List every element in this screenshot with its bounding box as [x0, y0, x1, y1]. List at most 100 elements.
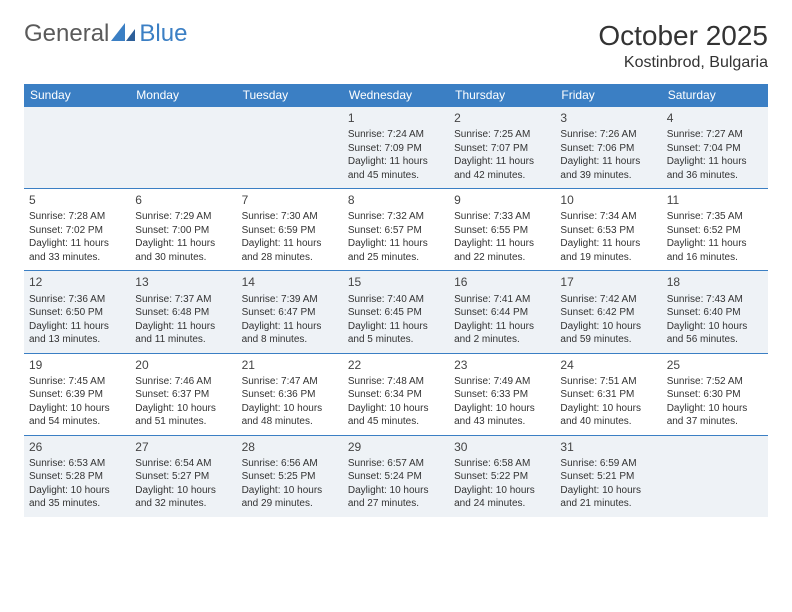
daylight-text: and 8 minutes.	[242, 333, 338, 347]
calendar-day-cell: 28Sunrise: 6:56 AMSunset: 5:25 PMDayligh…	[237, 435, 343, 517]
daylight-text: and 22 minutes.	[454, 251, 550, 265]
sunrise-text: Sunrise: 6:58 AM	[454, 457, 550, 471]
sunrise-text: Sunrise: 7:30 AM	[242, 210, 338, 224]
sunset-text: Sunset: 6:52 PM	[667, 224, 763, 238]
calendar-day-cell: 11Sunrise: 7:35 AMSunset: 6:52 PMDayligh…	[662, 189, 768, 271]
sunrise-text: Sunrise: 7:49 AM	[454, 375, 550, 389]
day-number: 2	[454, 110, 550, 126]
sunrise-text: Sunrise: 7:41 AM	[454, 293, 550, 307]
sunrise-text: Sunrise: 7:45 AM	[29, 375, 125, 389]
daylight-text: and 27 minutes.	[348, 497, 444, 511]
daylight-text: Daylight: 10 hours	[348, 484, 444, 498]
sunset-text: Sunset: 7:00 PM	[135, 224, 231, 238]
sunset-text: Sunset: 5:24 PM	[348, 470, 444, 484]
day-number: 12	[29, 274, 125, 290]
day-number: 27	[135, 439, 231, 455]
calendar-day-cell: 31Sunrise: 6:59 AMSunset: 5:21 PMDayligh…	[555, 435, 661, 517]
sunrise-text: Sunrise: 7:46 AM	[135, 375, 231, 389]
daylight-text: and 21 minutes.	[560, 497, 656, 511]
daylight-text: Daylight: 11 hours	[667, 237, 763, 251]
day-number: 7	[242, 192, 338, 208]
calendar-week-row: 12Sunrise: 7:36 AMSunset: 6:50 PMDayligh…	[24, 271, 768, 353]
day-number: 8	[348, 192, 444, 208]
calendar-day-cell	[237, 107, 343, 189]
sunset-text: Sunset: 5:27 PM	[135, 470, 231, 484]
daylight-text: and 28 minutes.	[242, 251, 338, 265]
day-number: 25	[667, 357, 763, 373]
calendar-day-cell	[130, 107, 236, 189]
day-number: 26	[29, 439, 125, 455]
calendar-day-cell: 19Sunrise: 7:45 AMSunset: 6:39 PMDayligh…	[24, 353, 130, 435]
day-header: Tuesday	[237, 84, 343, 107]
day-number: 30	[454, 439, 550, 455]
daylight-text: and 42 minutes.	[454, 169, 550, 183]
sunset-text: Sunset: 6:40 PM	[667, 306, 763, 320]
calendar-day-cell: 6Sunrise: 7:29 AMSunset: 7:00 PMDaylight…	[130, 189, 236, 271]
logo-text-blue: Blue	[139, 20, 187, 48]
sunset-text: Sunset: 6:57 PM	[348, 224, 444, 238]
sail-icon	[111, 21, 137, 48]
calendar-week-row: 1Sunrise: 7:24 AMSunset: 7:09 PMDaylight…	[24, 107, 768, 189]
calendar-week-row: 5Sunrise: 7:28 AMSunset: 7:02 PMDaylight…	[24, 189, 768, 271]
daylight-text: and 11 minutes.	[135, 333, 231, 347]
daylight-text: Daylight: 11 hours	[454, 237, 550, 251]
calendar-day-cell: 29Sunrise: 6:57 AMSunset: 5:24 PMDayligh…	[343, 435, 449, 517]
calendar-day-cell: 18Sunrise: 7:43 AMSunset: 6:40 PMDayligh…	[662, 271, 768, 353]
calendar-day-cell: 2Sunrise: 7:25 AMSunset: 7:07 PMDaylight…	[449, 107, 555, 189]
day-number: 21	[242, 357, 338, 373]
daylight-text: and 43 minutes.	[454, 415, 550, 429]
sunset-text: Sunset: 6:37 PM	[135, 388, 231, 402]
sunset-text: Sunset: 6:34 PM	[348, 388, 444, 402]
sunset-text: Sunset: 6:47 PM	[242, 306, 338, 320]
sunset-text: Sunset: 6:39 PM	[29, 388, 125, 402]
day-number: 18	[667, 274, 763, 290]
daylight-text: and 39 minutes.	[560, 169, 656, 183]
day-number: 4	[667, 110, 763, 126]
daylight-text: Daylight: 11 hours	[135, 320, 231, 334]
sunrise-text: Sunrise: 7:52 AM	[667, 375, 763, 389]
sunrise-text: Sunrise: 7:48 AM	[348, 375, 444, 389]
calendar-day-cell: 5Sunrise: 7:28 AMSunset: 7:02 PMDaylight…	[24, 189, 130, 271]
daylight-text: Daylight: 10 hours	[135, 484, 231, 498]
sunset-text: Sunset: 5:28 PM	[29, 470, 125, 484]
day-number: 31	[560, 439, 656, 455]
sunset-text: Sunset: 7:09 PM	[348, 142, 444, 156]
calendar-table: Sunday Monday Tuesday Wednesday Thursday…	[24, 84, 768, 517]
day-number: 5	[29, 192, 125, 208]
sunset-text: Sunset: 5:21 PM	[560, 470, 656, 484]
daylight-text: and 13 minutes.	[29, 333, 125, 347]
day-header: Thursday	[449, 84, 555, 107]
calendar-body: 1 Sunrise: 7:24 AMSunset: 7:09 PM Daylight…	[24, 107, 768, 517]
sunset-text: Sunset: 6:30 PM	[667, 388, 763, 402]
day-header: Monday	[130, 84, 236, 107]
day-number: 17	[560, 274, 656, 290]
sunrise-text: Sunrise: 6:56 AM	[242, 457, 338, 471]
sunset-text: Sunset: 6:33 PM	[454, 388, 550, 402]
sunrise-text: Sunrise: 7:40 AM	[348, 293, 444, 307]
daylight-text: Daylight: 10 hours	[667, 402, 763, 416]
day-number: 16	[454, 274, 550, 290]
sunrise-text: Sunrise: 7:37 AM	[135, 293, 231, 307]
sunrise-text: Sunrise: 7:29 AM	[135, 210, 231, 224]
calendar-day-cell: 15Sunrise: 7:40 AMSunset: 6:45 PMDayligh…	[343, 271, 449, 353]
calendar-day-cell: 27Sunrise: 6:54 AMSunset: 5:27 PMDayligh…	[130, 435, 236, 517]
daylight-text: Daylight: 10 hours	[454, 402, 550, 416]
daylight-text: and 36 minutes.	[667, 169, 763, 183]
daylight-text: and 33 minutes.	[29, 251, 125, 265]
day-header: Wednesday	[343, 84, 449, 107]
sunset-text: Sunset: 7:07 PM	[454, 142, 550, 156]
day-number: 1	[348, 110, 444, 126]
sunrise-text: Sunrise: 7:47 AM	[242, 375, 338, 389]
daylight-text: and 29 minutes.	[242, 497, 338, 511]
day-number: 9	[454, 192, 550, 208]
daylight-text: Daylight: 11 hours	[348, 320, 444, 334]
day-header: Saturday	[662, 84, 768, 107]
day-number: 22	[348, 357, 444, 373]
calendar-day-cell: 30Sunrise: 6:58 AMSunset: 5:22 PMDayligh…	[449, 435, 555, 517]
day-number: 23	[454, 357, 550, 373]
sunrise-text: Sunrise: 7:24 AM	[348, 128, 444, 142]
calendar-header-row: Sunday Monday Tuesday Wednesday Thursday…	[24, 84, 768, 107]
daylight-text: Daylight: 10 hours	[667, 320, 763, 334]
daylight-text: Daylight: 10 hours	[348, 402, 444, 416]
daylight-text: and 16 minutes.	[667, 251, 763, 265]
